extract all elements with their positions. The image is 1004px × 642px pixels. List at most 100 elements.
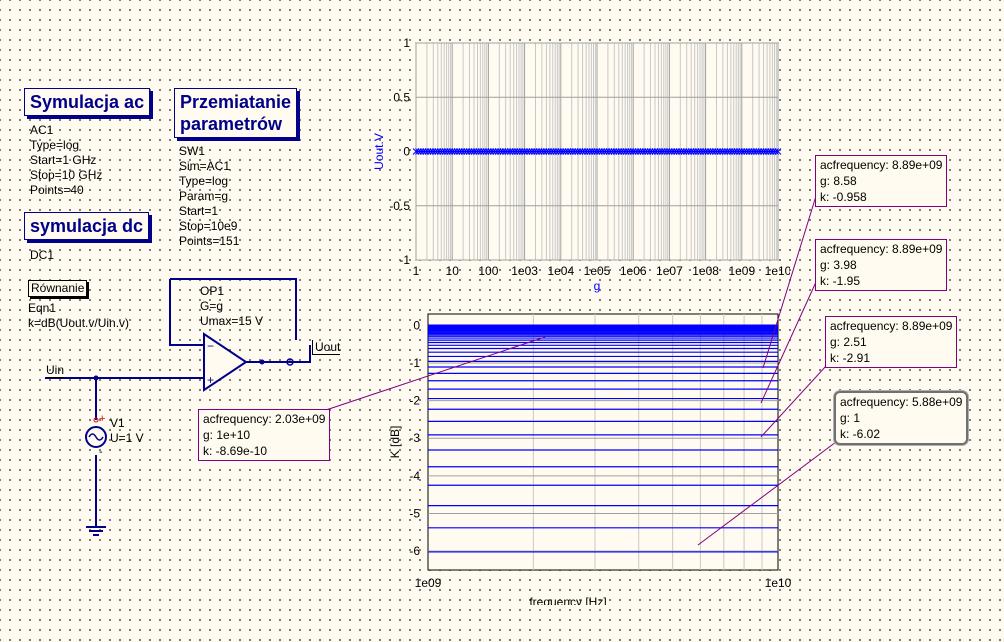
sweep-title-line1: Przemiatanie — [180, 92, 292, 112]
data-point — [521, 148, 528, 155]
data-point — [610, 148, 618, 155]
plot-bottom[interactable]: 0 -1 -2 -3 -4 -5 -6 1e09 1e10 K [dB] frequency [Hz… — [375, 305, 795, 605]
data-point — [591, 148, 598, 155]
data-point — [714, 148, 722, 155]
data-point — [767, 148, 775, 155]
data-point — [593, 148, 601, 155]
x-tick-label: 100 — [478, 264, 498, 278]
data-point — [687, 148, 695, 155]
data-point — [634, 148, 642, 155]
marker-3[interactable]: acfrequency: 8.89e+09 g: 3.98 k: -1.95 — [815, 239, 948, 291]
y-axis-label: Uout.V — [372, 133, 386, 170]
schematic[interactable]: − + — [0, 0, 400, 560]
data-point — [707, 148, 714, 155]
ac-prop: AC1 — [30, 123, 54, 137]
marker-line: acfrequency: 8.89e+09 — [820, 242, 943, 256]
data-point — [757, 148, 765, 155]
data-point — [518, 148, 526, 155]
opamp-props[interactable]: OP1 G=g Umax=15 V — [200, 284, 263, 329]
data-point — [617, 148, 625, 155]
data-point — [733, 148, 741, 155]
data-point — [492, 148, 499, 155]
data-point — [555, 148, 562, 155]
y-tick-label: -3 — [409, 431, 420, 445]
data-point — [699, 148, 707, 155]
data-point — [736, 148, 743, 155]
plot-top[interactable]: 1 10 100 1e03 1e04 1e05 1e06 1e07 1e08 1e09 1e1010… — [370, 34, 790, 299]
data-point — [603, 148, 611, 155]
data-point — [417, 148, 425, 155]
wire-feedback — [169, 279, 203, 346]
dc-simulation-title[interactable]: symulacja dc — [24, 212, 150, 240]
data-point — [415, 148, 422, 155]
data-point — [774, 148, 782, 155]
y-tick-label: -4 — [409, 469, 420, 483]
data-point — [472, 148, 480, 155]
dc-simulation-props[interactable]: DC1 — [30, 248, 54, 263]
x-tick-label: 1e05 — [584, 264, 611, 278]
data-point — [745, 148, 753, 155]
x-tick-label: 1e04 — [547, 264, 574, 278]
opamp-prop: Umax=15 V — [200, 314, 264, 328]
data-point — [632, 148, 639, 155]
sweep-prop: Type=log — [179, 174, 229, 188]
data-point — [468, 148, 475, 155]
y-tick-label: -1 — [409, 356, 420, 370]
data-point — [489, 148, 497, 155]
data-point — [559, 148, 567, 155]
data-point — [668, 148, 676, 155]
data-point — [678, 148, 685, 155]
x-tick-label: 1e03 — [511, 264, 538, 278]
data-point — [514, 148, 521, 155]
data-point — [690, 148, 697, 155]
y-tick-label: -0.5 — [389, 199, 410, 213]
y-tick-label: 0.5 — [393, 90, 410, 104]
marker-5-selected[interactable]: acfrequency: 5.88e+09 g: 1 k: -6.02 — [834, 391, 969, 445]
data-point — [540, 148, 548, 155]
data-point — [711, 148, 719, 155]
data-point — [661, 148, 668, 155]
data-point — [762, 148, 770, 155]
data-point — [719, 148, 726, 155]
sweep-title[interactable]: Przemiatanie parametrów — [174, 88, 298, 138]
marker-line: g: 2.51 — [830, 335, 867, 349]
sweep-props[interactable]: SW1 Sim=AC1 Type=log Param=g Start=1 Sto… — [179, 144, 239, 249]
data-point — [475, 148, 483, 155]
marker-2[interactable]: acfrequency: 8.89e+09 g: 8.58 k: -0.958 — [815, 155, 948, 207]
ac-simulation-title[interactable]: Symulacja ac — [24, 88, 151, 116]
data-point — [545, 148, 553, 155]
sweep-prop: SW1 — [179, 144, 206, 158]
x-tick-label: 1e09 — [415, 576, 442, 590]
data-point — [446, 148, 454, 155]
data-point — [600, 148, 608, 155]
data-point — [627, 148, 635, 155]
data-point — [704, 148, 712, 155]
marker-4[interactable]: acfrequency: 8.89e+09 g: 2.51 k: -2.91 — [825, 316, 958, 368]
uout-label[interactable]: Uout — [312, 340, 341, 355]
data-point — [581, 148, 589, 155]
x-tick-label: 1e10 — [765, 264, 790, 278]
uin-label[interactable]: Uin — [46, 363, 65, 378]
equation-block[interactable]: Równanie Eqn1 k=dB(Uout.v/Uin.v) — [28, 280, 129, 331]
marker-line: acfrequency: 2.03e+09 — [203, 412, 326, 426]
data-point — [458, 148, 466, 155]
sweep-prop: Stop=10e9 — [179, 219, 238, 233]
data-point — [523, 148, 531, 155]
x-tick-label: 1e08 — [692, 264, 719, 278]
data-point — [576, 148, 584, 155]
data-point — [494, 148, 502, 155]
ac-prop: Points=40 — [30, 183, 84, 197]
marker-1[interactable]: acfrequency: 2.03e+09 g: 1e+10 k: -8.69e… — [198, 409, 331, 461]
sweep-prop: Start=1 — [179, 204, 219, 218]
marker-line: k: -2.91 — [830, 351, 871, 365]
data-point — [547, 148, 555, 155]
ac-simulation-props[interactable]: AC1 Type=log Start=1 GHz Stop=10 GHz Poi… — [30, 123, 102, 198]
source-props[interactable]: V1 U=1 V — [110, 416, 144, 446]
sweep-prop: Points=151 — [179, 234, 240, 248]
data-point — [456, 148, 463, 155]
x-axis-label: g — [594, 279, 601, 293]
y-tick-label: 0 — [413, 318, 420, 332]
data-point — [680, 148, 688, 155]
data-point — [528, 148, 536, 155]
data-point — [653, 148, 661, 155]
